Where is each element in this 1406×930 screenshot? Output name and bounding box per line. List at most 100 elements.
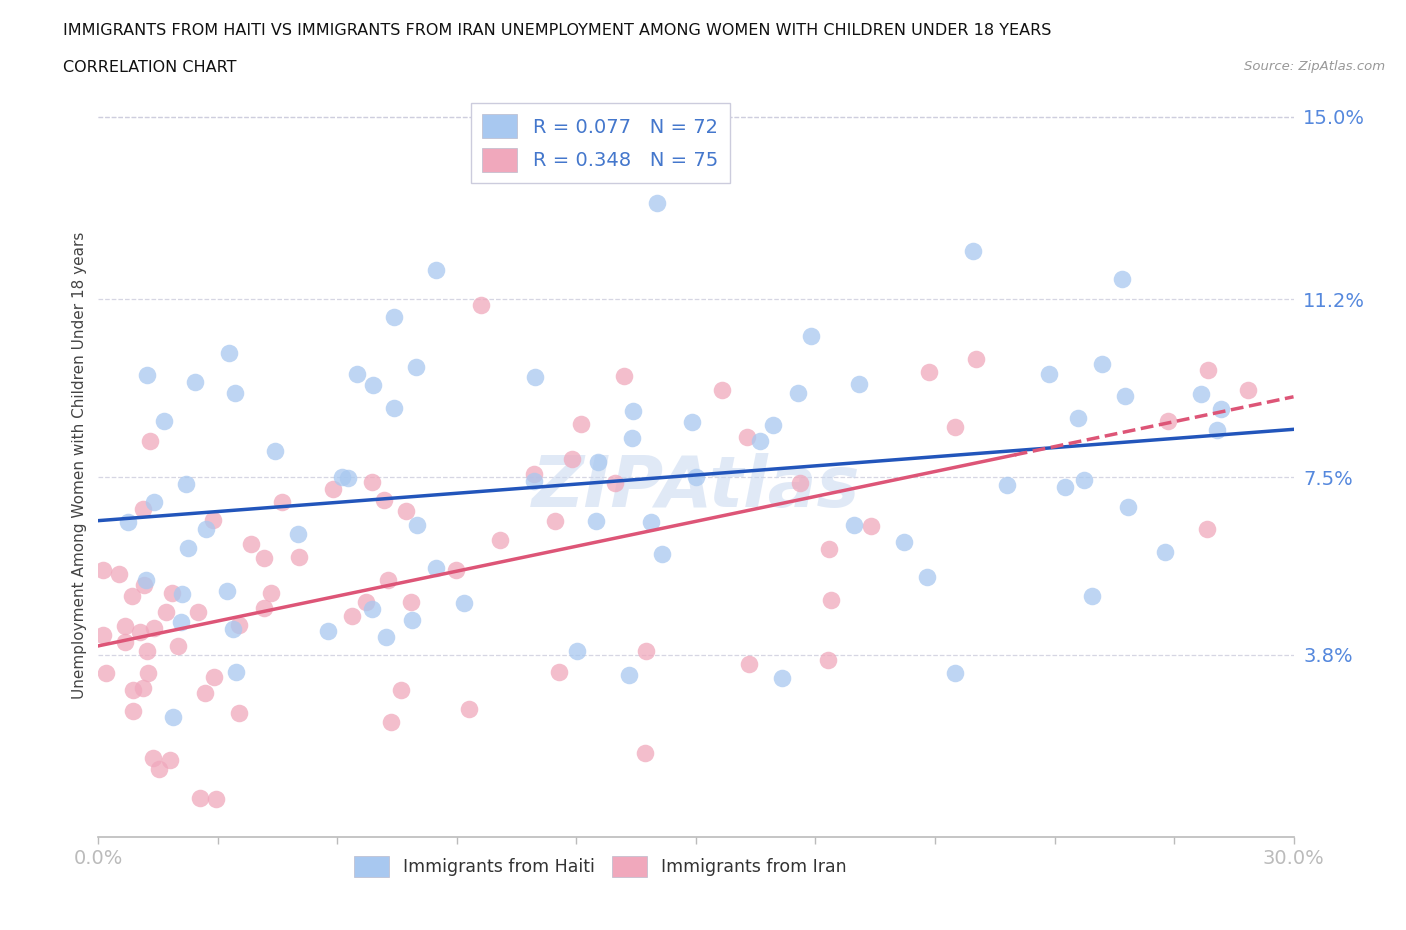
Point — [346, 366, 368, 381]
Point — [117, 514, 139, 529]
Point — [1038, 366, 1060, 381]
Point — [155, 604, 177, 619]
Point — [170, 587, 193, 602]
Point — [613, 368, 636, 383]
Point — [174, 477, 197, 492]
Point — [195, 522, 218, 537]
Point — [135, 573, 157, 588]
Point — [94, 665, 117, 680]
Point — [153, 414, 176, 429]
Point — [738, 656, 761, 671]
Point — [915, 569, 938, 584]
Point — [405, 360, 427, 375]
Point — [132, 681, 155, 696]
Point — [132, 501, 155, 516]
Point — [330, 470, 353, 485]
Point — [523, 467, 546, 482]
Point — [167, 638, 190, 653]
Text: ZIPAtlas: ZIPAtlas — [531, 453, 860, 522]
Point — [136, 367, 159, 382]
Point — [142, 620, 165, 635]
Point — [405, 517, 427, 532]
Point — [361, 601, 384, 616]
Point — [228, 705, 250, 720]
Point — [389, 683, 412, 698]
Point — [202, 512, 225, 527]
Point — [340, 609, 363, 624]
Point — [225, 664, 247, 679]
Point — [1156, 414, 1178, 429]
Point — [800, 329, 823, 344]
Y-axis label: Unemployment Among Women with Children Under 18 years: Unemployment Among Women with Children U… — [72, 232, 87, 698]
Point — [142, 751, 165, 765]
Point — [177, 540, 200, 555]
Point — [685, 470, 707, 485]
Point — [561, 452, 583, 467]
Point — [962, 244, 984, 259]
Point — [160, 585, 183, 600]
Text: CORRELATION CHART: CORRELATION CHART — [63, 60, 236, 75]
Point — [395, 504, 418, 519]
Point — [453, 596, 475, 611]
Point — [337, 471, 360, 485]
Point — [107, 566, 129, 581]
Point — [263, 443, 285, 458]
Point — [1054, 480, 1077, 495]
Point — [621, 431, 644, 445]
Point — [354, 594, 377, 609]
Point — [143, 495, 166, 510]
Point — [260, 586, 283, 601]
Point — [735, 430, 758, 445]
Point — [585, 513, 607, 528]
Point — [965, 352, 987, 366]
Point — [218, 346, 240, 361]
Point — [1209, 402, 1232, 417]
Point — [1091, 357, 1114, 372]
Point — [240, 537, 263, 551]
Point — [222, 621, 245, 636]
Text: Source: ZipAtlas.com: Source: ZipAtlas.com — [1244, 60, 1385, 73]
Point — [547, 665, 569, 680]
Point — [586, 454, 609, 469]
Point — [524, 370, 547, 385]
Point — [681, 415, 703, 430]
Point — [1080, 588, 1102, 603]
Point — [1116, 499, 1139, 514]
Point — [1073, 472, 1095, 487]
Point — [603, 475, 626, 490]
Point — [1111, 272, 1133, 286]
Point — [380, 715, 402, 730]
Point — [148, 762, 170, 777]
Point — [425, 560, 447, 575]
Point — [786, 386, 808, 401]
Point — [636, 644, 658, 658]
Point — [859, 519, 882, 534]
Point — [202, 670, 225, 684]
Point — [377, 573, 399, 588]
Point — [170, 614, 193, 629]
Point — [121, 683, 143, 698]
Point — [943, 665, 966, 680]
Point — [711, 382, 734, 397]
Point — [621, 404, 644, 418]
Point — [489, 533, 512, 548]
Point — [820, 593, 842, 608]
Point — [136, 644, 159, 658]
Point — [134, 578, 156, 592]
Point — [322, 481, 344, 496]
Point — [1154, 544, 1177, 559]
Point — [194, 685, 217, 700]
Legend: Immigrants from Haiti, Immigrants from Iran: Immigrants from Haiti, Immigrants from I… — [347, 849, 853, 884]
Point — [373, 493, 395, 508]
Point — [136, 666, 159, 681]
Point — [382, 400, 405, 415]
Point — [399, 594, 422, 609]
Point — [316, 623, 339, 638]
Point — [205, 791, 228, 806]
Point — [224, 385, 246, 400]
Point — [91, 563, 114, 578]
Point — [139, 433, 162, 448]
Point — [401, 612, 423, 627]
Point — [1067, 410, 1090, 425]
Point — [1189, 387, 1212, 402]
